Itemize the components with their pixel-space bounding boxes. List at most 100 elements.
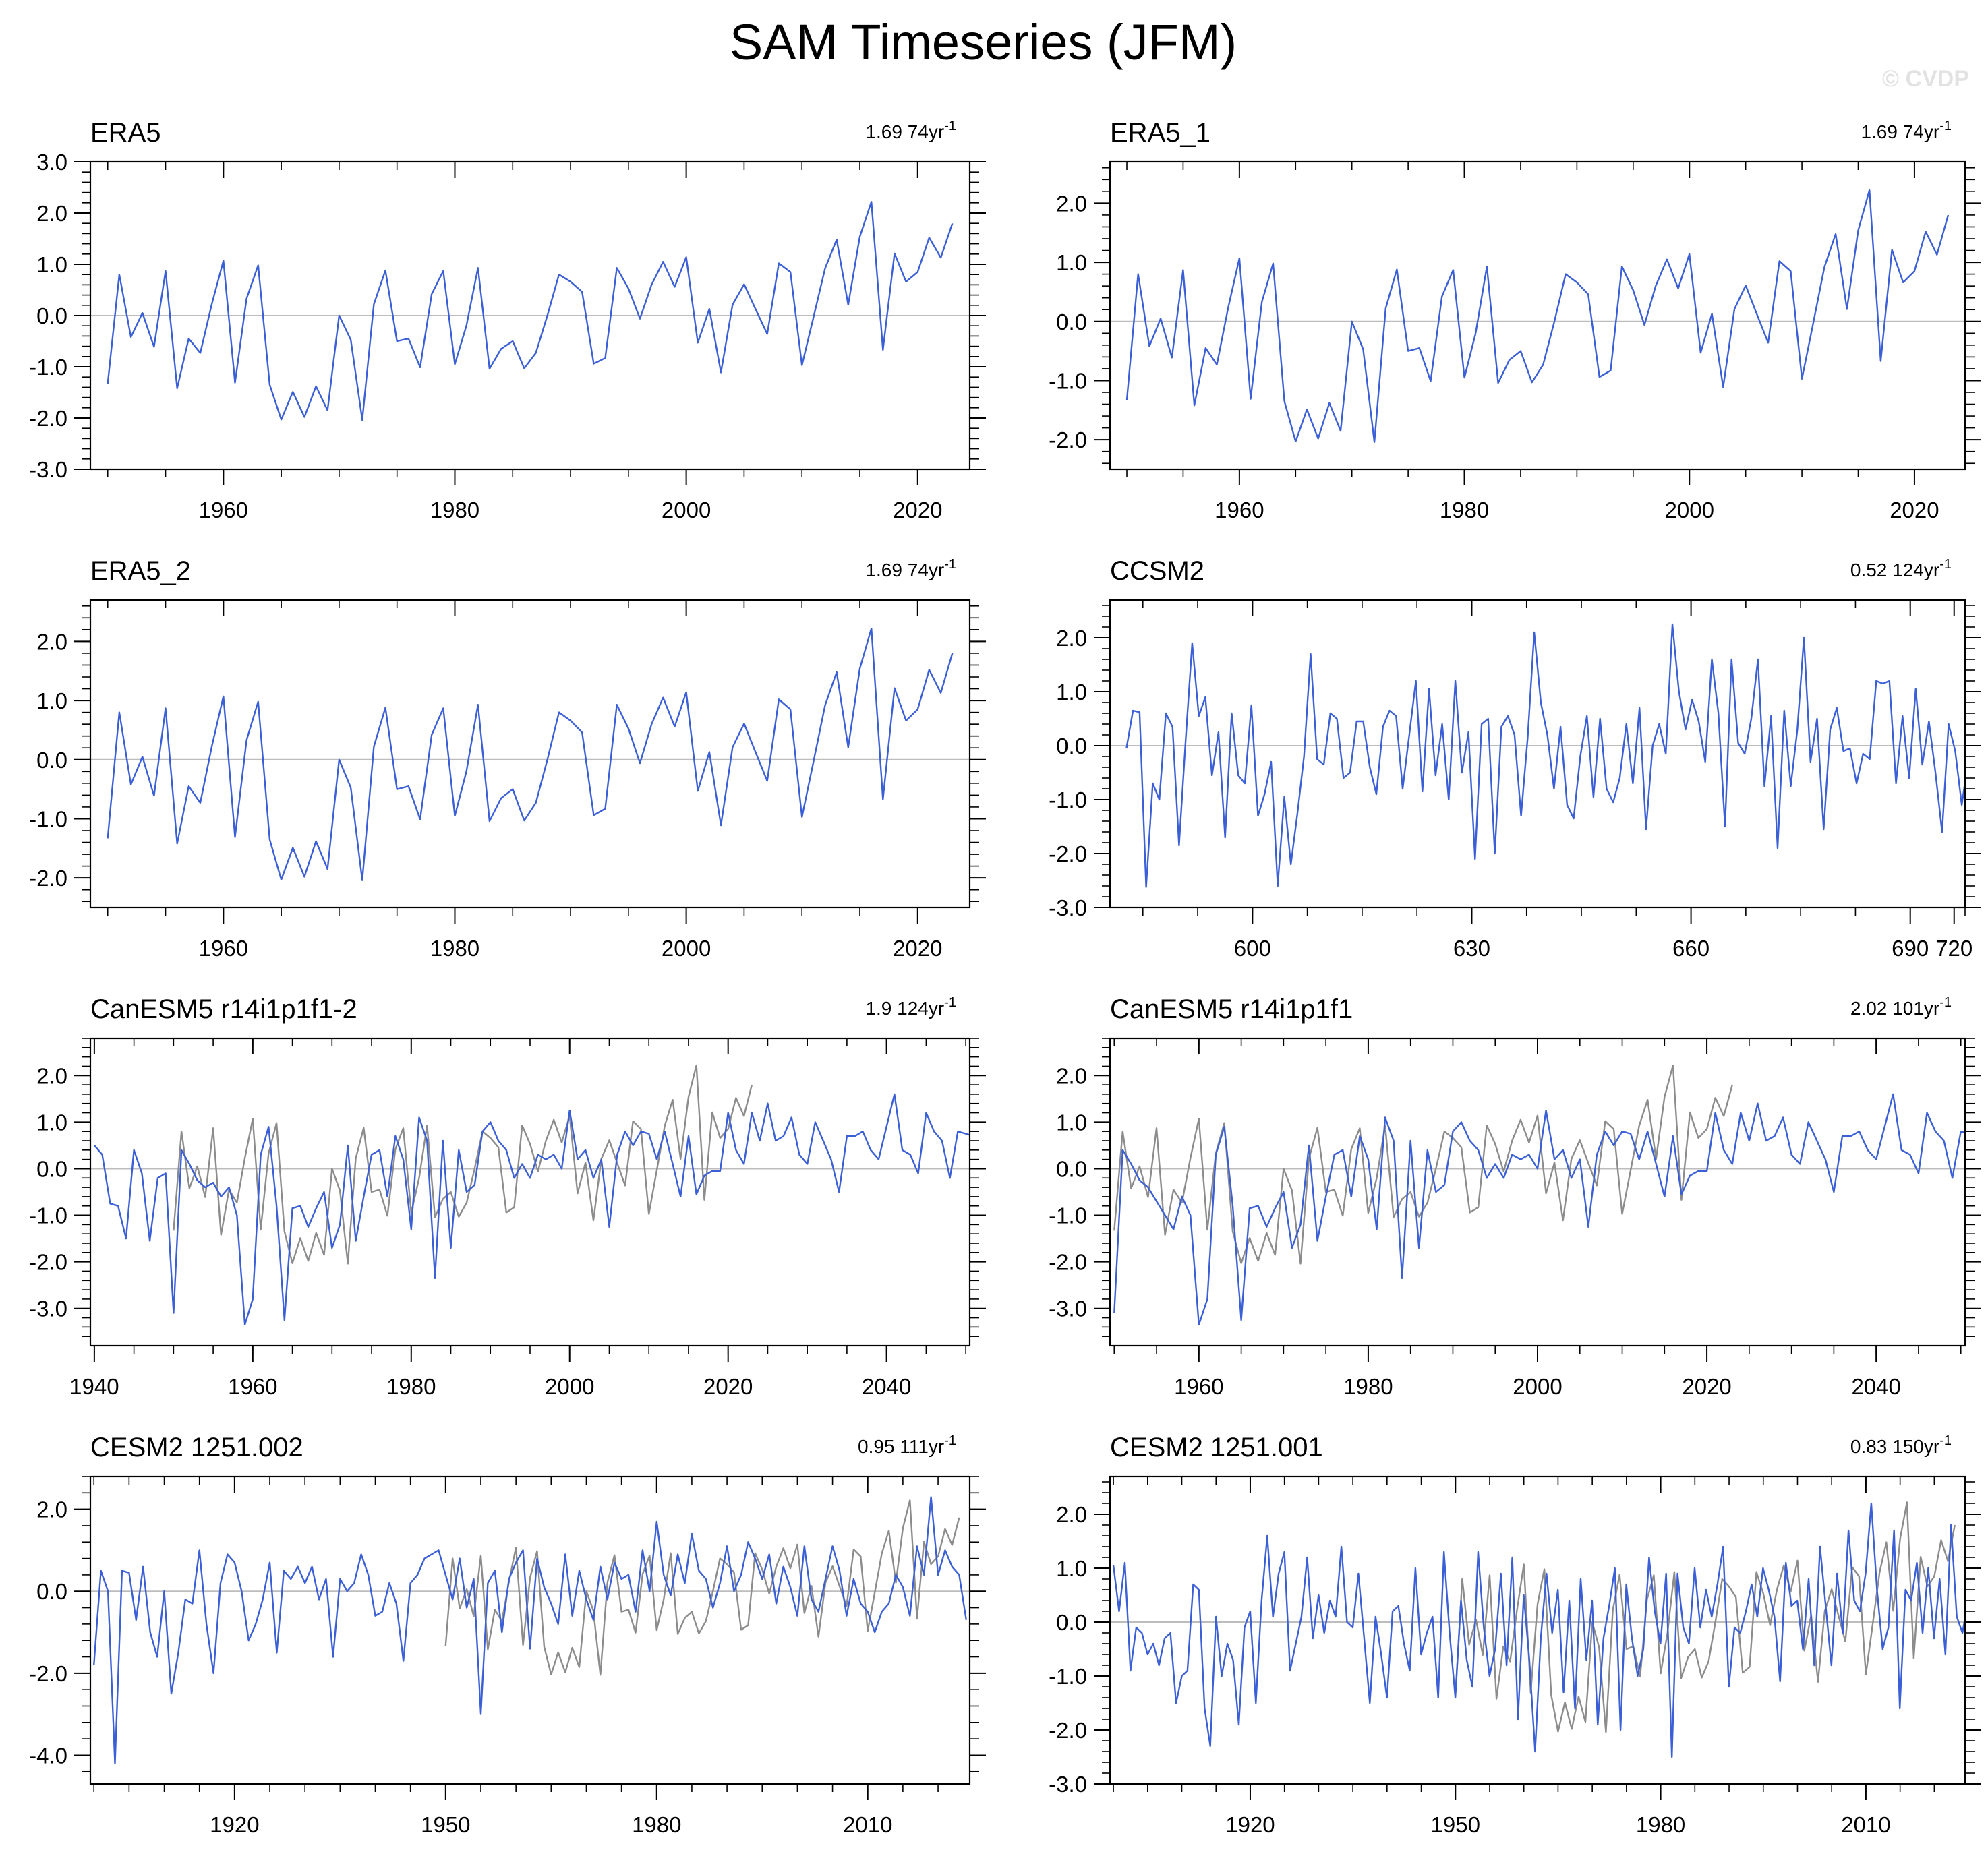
x-tick-label: 2000 bbox=[1665, 498, 1714, 522]
plot-frame bbox=[89, 599, 971, 909]
cvdp-watermark: © CVDP bbox=[1882, 66, 1969, 92]
trend-label: 0.95 111yr-1 bbox=[858, 1433, 956, 1457]
plot-frame bbox=[1109, 599, 1966, 909]
x-tick-label: 2020 bbox=[893, 498, 942, 522]
y-tick-label: 2.0 bbox=[36, 629, 67, 654]
y-tick-label: -2.0 bbox=[29, 866, 67, 891]
y-tick-label: -2.0 bbox=[29, 1661, 67, 1686]
y-tick-label: 0.0 bbox=[1056, 734, 1087, 758]
panels: ERA5 1.69 74yr-1 1960 1980 2000 2020 -3.0 -2.0 -… bbox=[29, 118, 1981, 1837]
y-tick-label: 1.0 bbox=[1056, 250, 1087, 275]
x-tick-label: 690 bbox=[1892, 936, 1929, 961]
x-tick-label: 2020 bbox=[893, 936, 942, 961]
x-tick-label: 1980 bbox=[1343, 1374, 1393, 1399]
model-series-line bbox=[1125, 623, 1965, 888]
x-tick-label: 630 bbox=[1453, 936, 1490, 961]
y-tick-label: -3.0 bbox=[29, 1296, 67, 1321]
y-tick-label: -3.0 bbox=[1049, 1296, 1087, 1321]
x-tick-label: 1980 bbox=[1440, 498, 1489, 522]
observed-series-line bbox=[1113, 1064, 1733, 1265]
panel-6: CanESM5 r14i1p1f1 2.02 101yr-1 1960 1980 200… bbox=[1049, 994, 1981, 1399]
x-tick-label: 2000 bbox=[662, 498, 711, 522]
x-tick-label: 2040 bbox=[862, 1374, 911, 1399]
y-tick-label: 1.0 bbox=[36, 252, 67, 277]
y-tick-label: -4.0 bbox=[29, 1743, 67, 1768]
x-tick-label: 1950 bbox=[421, 1812, 470, 1837]
y-tick-label: 0.0 bbox=[1056, 1156, 1087, 1181]
model-series-line bbox=[93, 1093, 970, 1326]
y-tick-label: -3.0 bbox=[1049, 1772, 1087, 1797]
plot-frame bbox=[89, 1475, 971, 1785]
y-tick-label: -1.0 bbox=[1049, 1203, 1087, 1228]
x-tick-label: 2020 bbox=[1890, 498, 1939, 522]
y-tick-label: -3.0 bbox=[29, 457, 67, 482]
y-tick-label: 0.0 bbox=[36, 303, 67, 328]
trend-label: 1.9 124yr-1 bbox=[865, 995, 956, 1019]
model-series-line bbox=[107, 627, 954, 881]
trend-label: 1.69 74yr-1 bbox=[865, 557, 956, 580]
x-tick-label: 1960 bbox=[1174, 1374, 1223, 1399]
y-tick-label: 2.0 bbox=[1056, 191, 1087, 216]
y-tick-label: 0.0 bbox=[36, 1156, 67, 1181]
y-tick-label: -1.0 bbox=[1049, 1664, 1087, 1689]
y-tick-label: 3.0 bbox=[36, 150, 67, 175]
y-tick-label: 1.0 bbox=[36, 688, 67, 713]
x-tick-label: 1980 bbox=[430, 498, 479, 522]
trend-label: 1.69 74yr-1 bbox=[1861, 119, 1952, 142]
y-tick-label: 2.0 bbox=[36, 201, 67, 226]
model-series-line bbox=[107, 201, 954, 421]
plot-frame bbox=[1109, 1475, 1966, 1785]
panel-name: CESM2 1251.002 bbox=[90, 1433, 303, 1462]
model-series-line bbox=[1125, 189, 1950, 443]
panel-4: CCSM2 0.52 124yr-1 600 630 660 690 720 -3.0 -2.0… bbox=[1049, 556, 1981, 961]
panel-name: ERA5_2 bbox=[90, 556, 191, 586]
x-tick-label: 660 bbox=[1672, 936, 1709, 961]
x-tick-label: 2010 bbox=[843, 1812, 892, 1837]
panel-1: ERA5 1.69 74yr-1 1960 1980 2000 2020 -3.0 -2.0 -… bbox=[29, 118, 986, 522]
y-tick-label: -2.0 bbox=[29, 406, 67, 431]
panel-name: CanESM5 r14i1p1f1-2 bbox=[90, 994, 357, 1024]
y-tick-label: -1.0 bbox=[1049, 368, 1087, 393]
observed-series-line bbox=[173, 1064, 753, 1265]
y-tick-label: 1.0 bbox=[1056, 680, 1087, 705]
panel-3: ERA5_2 1.69 74yr-1 1960 1980 2000 2020 -2.0 -1.… bbox=[29, 556, 986, 961]
x-tick-label: 2000 bbox=[662, 936, 711, 961]
y-tick-label: 1.0 bbox=[1056, 1110, 1087, 1135]
y-tick-label: 2.0 bbox=[36, 1497, 67, 1522]
x-tick-label: 1960 bbox=[199, 936, 248, 961]
plot-frame bbox=[89, 160, 971, 471]
y-tick-label: -2.0 bbox=[29, 1250, 67, 1275]
x-tick-label: 2000 bbox=[545, 1374, 594, 1399]
trend-label: 0.52 124yr-1 bbox=[1850, 557, 1952, 580]
x-tick-label: 1920 bbox=[1225, 1812, 1275, 1837]
panel-name: ERA5 bbox=[90, 118, 161, 148]
x-tick-label: 1980 bbox=[386, 1374, 436, 1399]
x-tick-label: 1960 bbox=[1215, 498, 1264, 522]
x-tick-label: 2040 bbox=[1851, 1374, 1900, 1399]
x-tick-label: 720 bbox=[1935, 936, 1972, 961]
observed-series-line bbox=[1455, 1501, 1956, 1733]
y-tick-label: -2.0 bbox=[1049, 427, 1087, 452]
y-tick-label: 1.0 bbox=[1056, 1556, 1087, 1581]
y-tick-label: -1.0 bbox=[29, 355, 67, 380]
y-tick-label: 2.0 bbox=[1056, 1502, 1087, 1527]
plot-frame bbox=[1109, 160, 1966, 471]
observed-series-line bbox=[444, 1499, 960, 1676]
x-tick-label: 1980 bbox=[1636, 1812, 1685, 1837]
trend-label: 1.69 74yr-1 bbox=[865, 119, 956, 142]
x-tick-label: 2000 bbox=[1513, 1374, 1562, 1399]
panel-name: CESM2 1251.001 bbox=[1110, 1433, 1323, 1462]
y-tick-label: -1.0 bbox=[1049, 787, 1087, 812]
y-tick-label: -1.0 bbox=[29, 806, 67, 831]
y-tick-label: 2.0 bbox=[1056, 1063, 1087, 1088]
panel-name: CanESM5 r14i1p1f1 bbox=[1110, 994, 1353, 1024]
x-tick-label: 2020 bbox=[703, 1374, 753, 1399]
y-tick-label: -2.0 bbox=[1049, 1718, 1087, 1743]
y-tick-label: -2.0 bbox=[1049, 1250, 1087, 1275]
y-tick-label: 2.0 bbox=[36, 1063, 67, 1088]
x-tick-label: 1980 bbox=[430, 936, 479, 961]
y-tick-label: -1.0 bbox=[29, 1203, 67, 1228]
panel-2: ERA5_1 1.69 74yr-1 1960 1980 2000 2020 -2.0 -1.… bbox=[1049, 118, 1981, 522]
model-series-line bbox=[1113, 1093, 1965, 1326]
